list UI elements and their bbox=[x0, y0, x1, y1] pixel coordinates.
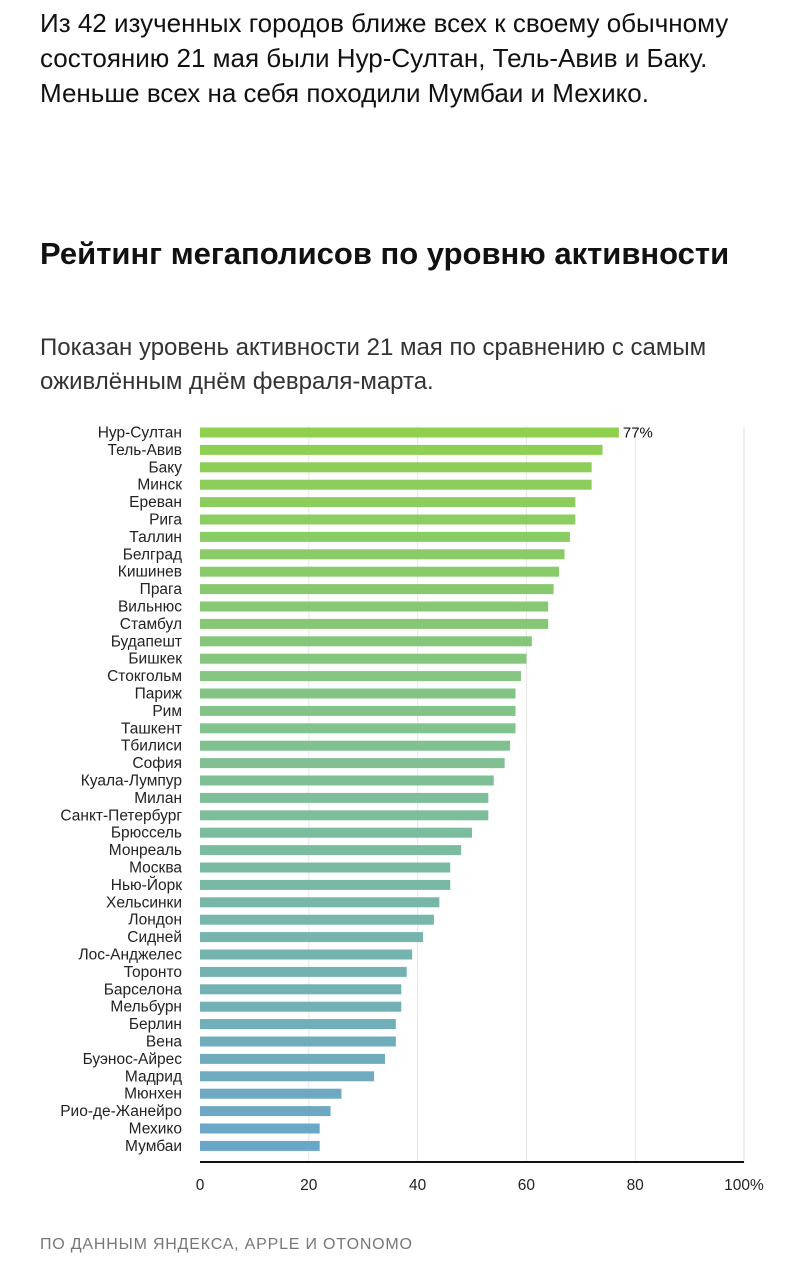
bar bbox=[200, 845, 462, 856]
category-label: Таллин bbox=[129, 529, 182, 546]
category-label: Бишкек bbox=[128, 651, 182, 668]
category-label: Вена bbox=[146, 1034, 183, 1051]
bar bbox=[200, 1123, 320, 1134]
intro-paragraph: Из 42 изученных городов ближе всех к сво… bbox=[40, 8, 729, 108]
bar bbox=[200, 444, 603, 455]
bar bbox=[200, 897, 440, 908]
category-label: Ереван bbox=[129, 494, 182, 511]
category-label: Кишинев bbox=[118, 564, 182, 581]
chart-title: Рейтинг мегаполисов по уровню активности bbox=[40, 236, 730, 271]
category-label: Мадрид bbox=[125, 1068, 182, 1085]
category-label: Вильнюс bbox=[118, 599, 182, 616]
activity-bar-chart: Нур-СултанТель-АвивБакуМинскЕреванРигаТа… bbox=[60, 425, 764, 1195]
category-label: Мельбурн bbox=[110, 999, 182, 1016]
bar bbox=[200, 984, 402, 995]
category-label: Лондон bbox=[128, 912, 182, 929]
x-tick-label: 60 bbox=[518, 1177, 536, 1194]
bar bbox=[200, 1053, 385, 1064]
bar bbox=[200, 479, 592, 490]
bar bbox=[200, 636, 532, 647]
category-label: Ташкент bbox=[121, 720, 182, 737]
category-label: Париж bbox=[135, 686, 183, 703]
category-label: Буэнос-Айрес bbox=[83, 1051, 183, 1068]
bar bbox=[200, 1071, 375, 1082]
category-label: Тель-Авив bbox=[108, 442, 182, 459]
bar bbox=[200, 427, 619, 438]
category-label: Москва bbox=[129, 860, 182, 877]
category-label: Лос-Анджелес bbox=[78, 947, 182, 964]
category-label: Мумбаи bbox=[125, 1138, 182, 1155]
bar bbox=[200, 1106, 331, 1117]
bar bbox=[200, 497, 576, 508]
bar bbox=[200, 1019, 396, 1030]
category-label: Нью-Йорк bbox=[111, 876, 182, 894]
category-label: Стокгольм bbox=[107, 668, 182, 685]
category-label: Нур-Султан bbox=[98, 425, 182, 442]
category-label: Берлин bbox=[129, 1016, 182, 1033]
bar bbox=[200, 740, 511, 751]
category-label: Белград bbox=[123, 546, 182, 563]
bar bbox=[200, 827, 472, 838]
bar bbox=[200, 688, 516, 699]
bar bbox=[200, 862, 451, 873]
x-tick-label: 20 bbox=[300, 1177, 318, 1194]
bar bbox=[200, 792, 489, 803]
bar bbox=[200, 966, 407, 977]
bar bbox=[200, 549, 565, 560]
category-label: Брюссель bbox=[111, 825, 182, 842]
category-label: Минск bbox=[137, 477, 182, 494]
category-label: Стамбул bbox=[120, 616, 182, 633]
category-label: Тбилиси bbox=[121, 738, 182, 755]
category-label: Рим bbox=[152, 703, 182, 720]
category-label: Монреаль bbox=[109, 842, 182, 859]
bar bbox=[200, 1140, 320, 1151]
x-tick-label: 80 bbox=[627, 1177, 645, 1194]
chart-subtitle: Показан уровень активности 21 мая по сра… bbox=[40, 334, 707, 395]
category-label: Сидней bbox=[127, 929, 182, 946]
category-label: Мюнхен bbox=[124, 1086, 182, 1103]
category-label: Барселона bbox=[104, 981, 183, 998]
bar bbox=[200, 810, 489, 821]
category-label: Мехико bbox=[129, 1121, 182, 1138]
bar bbox=[200, 671, 521, 682]
category-label: Милан bbox=[134, 790, 182, 807]
category-label: Рио-де-Жанейро bbox=[60, 1103, 182, 1120]
bar bbox=[200, 1036, 396, 1047]
bar bbox=[200, 1088, 342, 1099]
bar bbox=[200, 618, 549, 629]
category-label: Куала-Лумпур bbox=[81, 773, 182, 790]
source-note: ПО ДАННЫМ ЯНДЕКСА, APPLE И OTONOMO bbox=[40, 1236, 413, 1253]
category-label: Торонто bbox=[124, 964, 182, 981]
bar bbox=[200, 462, 592, 473]
data-label: 77% bbox=[623, 425, 653, 442]
bar bbox=[200, 914, 434, 925]
bar bbox=[200, 584, 554, 595]
x-tick-label: 40 bbox=[409, 1177, 427, 1194]
bar bbox=[200, 758, 505, 769]
category-label: Баку bbox=[149, 459, 183, 476]
category-label: Рига bbox=[149, 512, 182, 529]
category-label: Санкт-Петербург bbox=[60, 807, 182, 824]
bar bbox=[200, 879, 451, 890]
bar bbox=[200, 566, 560, 577]
x-tick-label: 100% bbox=[724, 1177, 764, 1194]
x-tick-label: 0 bbox=[196, 1177, 205, 1194]
bar bbox=[200, 1001, 402, 1012]
bar bbox=[200, 601, 549, 612]
bar bbox=[200, 775, 494, 786]
bar bbox=[200, 705, 516, 716]
category-label: София bbox=[132, 755, 182, 772]
category-label: Хельсинки bbox=[106, 894, 182, 911]
bar bbox=[200, 653, 527, 664]
bar bbox=[200, 723, 516, 734]
category-label: Прага bbox=[140, 581, 183, 598]
bar bbox=[200, 932, 424, 943]
bar bbox=[200, 514, 576, 525]
bar bbox=[200, 531, 570, 542]
bar bbox=[200, 949, 413, 960]
category-label: Будапешт bbox=[111, 633, 182, 650]
